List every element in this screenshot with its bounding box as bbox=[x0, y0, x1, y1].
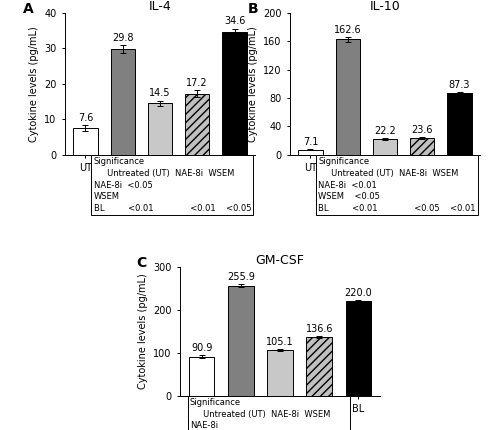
Title: IL-10: IL-10 bbox=[370, 0, 400, 13]
Text: B: B bbox=[248, 2, 259, 15]
Text: 34.6: 34.6 bbox=[224, 16, 245, 26]
Bar bbox=[222, 32, 246, 155]
Text: 90.9: 90.9 bbox=[191, 343, 212, 353]
Text: 23.6: 23.6 bbox=[412, 125, 433, 135]
Text: A: A bbox=[23, 2, 34, 15]
Text: Significance
     Untreated (UT)  NAE-8i  WSEM
NAE-8i  <0.05
WSEM
BL         <0.: Significance Untreated (UT) NAE-8i WSEM … bbox=[94, 157, 251, 213]
Bar bbox=[336, 40, 360, 155]
Text: Significance
     Untreated (UT)  NAE-8i  WSEM
NAE-8i  <0.01
WSEM    <0.05
BL   : Significance Untreated (UT) NAE-8i WSEM … bbox=[318, 157, 476, 213]
Y-axis label: Cytokine levels (pg/mL): Cytokine levels (pg/mL) bbox=[28, 26, 38, 142]
Bar bbox=[373, 139, 397, 155]
Text: 7.1: 7.1 bbox=[303, 137, 318, 147]
Bar bbox=[346, 301, 371, 396]
Bar bbox=[148, 103, 172, 155]
Text: 22.2: 22.2 bbox=[374, 126, 396, 136]
Bar bbox=[306, 337, 332, 396]
Text: 162.6: 162.6 bbox=[334, 25, 361, 35]
Text: Significance
     Untreated (UT)  NAE-8i  WSEM
NAE-8i
WSEM    <0.05
BL         <: Significance Untreated (UT) NAE-8i WSEM … bbox=[190, 398, 348, 430]
Bar bbox=[410, 138, 434, 155]
Text: 7.6: 7.6 bbox=[78, 113, 93, 123]
Bar bbox=[74, 128, 98, 155]
Y-axis label: Cytokine levels (pg/mL): Cytokine levels (pg/mL) bbox=[138, 273, 147, 389]
Text: 255.9: 255.9 bbox=[227, 272, 254, 283]
Bar bbox=[110, 49, 135, 155]
Bar bbox=[298, 150, 322, 155]
Text: 220.0: 220.0 bbox=[344, 288, 372, 298]
Bar bbox=[268, 350, 292, 396]
Y-axis label: Cytokine levels (pg/mL): Cytokine levels (pg/mL) bbox=[248, 26, 258, 142]
Bar bbox=[448, 93, 471, 155]
Bar bbox=[228, 286, 254, 396]
Text: 29.8: 29.8 bbox=[112, 33, 134, 43]
Text: 14.5: 14.5 bbox=[149, 89, 171, 98]
Bar bbox=[189, 356, 214, 396]
Text: 105.1: 105.1 bbox=[266, 338, 294, 347]
Text: 136.6: 136.6 bbox=[306, 324, 333, 334]
Title: GM-CSF: GM-CSF bbox=[256, 254, 304, 267]
Title: IL-4: IL-4 bbox=[148, 0, 172, 13]
Text: C: C bbox=[136, 256, 146, 270]
Text: 87.3: 87.3 bbox=[449, 80, 470, 90]
Bar bbox=[185, 94, 210, 155]
Text: 17.2: 17.2 bbox=[186, 78, 208, 88]
